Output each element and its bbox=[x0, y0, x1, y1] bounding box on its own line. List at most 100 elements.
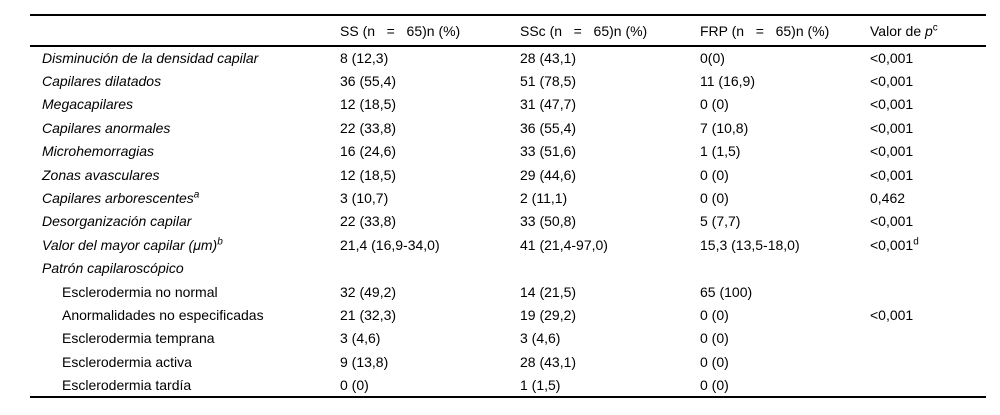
ssc-value-cell: 14 (21,5) bbox=[520, 283, 577, 300]
pvalue-cell: <0,001 bbox=[870, 93, 986, 116]
ssc-value-cell: 36 (55,4) bbox=[520, 119, 577, 136]
header-pvalue-column: Valor de pc bbox=[870, 15, 986, 46]
ssc-value-cell: 33 (50,8) bbox=[520, 213, 577, 230]
pvalue-header-prefix: Valor de bbox=[870, 22, 925, 39]
header-frp-column: FRP (n = 65)n (%) bbox=[700, 22, 830, 39]
frp-value-cell: 0(0) bbox=[700, 50, 725, 67]
pvalue-cell: <0,001 bbox=[870, 210, 986, 233]
frp-value-cell: 0 (0) bbox=[700, 306, 729, 323]
row-label-cell: Esclerodermia tardía bbox=[30, 373, 340, 396]
ssc-value-cell bbox=[520, 257, 700, 280]
pvalue-text: 0,462 bbox=[870, 190, 906, 207]
frp-value-cell: 5 (7,7) bbox=[700, 213, 741, 230]
ss-value-cell: 12 (18,5) bbox=[340, 166, 397, 183]
pvalue-cell: <0,001 bbox=[870, 116, 986, 139]
pvalue-text: <0,001 bbox=[870, 166, 914, 183]
ss-value-cell: 12 (18,5) bbox=[340, 96, 397, 113]
pvalue-text: <0,001 bbox=[870, 306, 914, 323]
pvalue-cell: <0,001 bbox=[870, 46, 986, 69]
ss-value-cell: 22 (33,8) bbox=[340, 119, 397, 136]
row-label: Microhemorragias bbox=[42, 143, 155, 160]
pvalue-cell bbox=[870, 350, 986, 373]
ssc-value-cell: 3 (4,6) bbox=[520, 330, 561, 347]
table-row: Esclerodermia temprana 3 (4,6) 3 (4,6) 0… bbox=[30, 327, 986, 350]
pvalue-cell: <0,001 bbox=[870, 140, 986, 163]
frp-value-cell: 1 (1,5) bbox=[700, 143, 741, 160]
table-row: Desorganización capilar 22 (33,8) 33 (50… bbox=[30, 210, 986, 233]
row-label-cell: Anormalidades no especificadas bbox=[30, 303, 340, 326]
row-label-cell: Esclerodermia temprana bbox=[30, 327, 340, 350]
row-label: Anormalidades no especificadas bbox=[62, 306, 264, 323]
frp-value-cell: 15,3 (13,5-18,0) bbox=[700, 236, 800, 253]
row-label-cell: Desorganización capilar bbox=[30, 210, 340, 233]
ssc-value-cell: 1 (1,5) bbox=[520, 376, 561, 393]
row-label: Desorganización capilar bbox=[42, 213, 192, 230]
ss-value-cell: 21,4 (16,9-34,0) bbox=[340, 236, 440, 253]
pvalue-text: <0,001 bbox=[870, 236, 914, 253]
ssc-value-cell: 31 (47,7) bbox=[520, 96, 577, 113]
row-label: Esclerodermia activa bbox=[62, 353, 192, 370]
frp-value-cell: 0 (0) bbox=[700, 353, 729, 370]
ssc-value-cell: 28 (43,1) bbox=[520, 50, 577, 67]
row-label-cell: Valor del mayor capilar (μm)b bbox=[30, 233, 340, 256]
ssc-value-cell: 33 (51,6) bbox=[520, 143, 577, 160]
ssc-value-cell: 29 (44,6) bbox=[520, 166, 577, 183]
row-label-superscript: b bbox=[217, 236, 223, 248]
table-row: Esclerodermia tardía 0 (0) 1 (1,5) 0 (0) bbox=[30, 373, 986, 396]
table-row: Esclerodermia activa 9 (13,8) 28 (43,1) … bbox=[30, 350, 986, 373]
pvalue-text: <0,001 bbox=[870, 119, 914, 136]
row-label-cell: Capilares anormales bbox=[30, 116, 340, 139]
capillaroscopy-table-container: SS (n = 65)n (%) SSc (n = 65)n (%) FRP (… bbox=[30, 14, 986, 398]
row-label: Capilares dilatados bbox=[42, 73, 162, 90]
frp-value-cell: 0 (0) bbox=[700, 96, 729, 113]
table-body: Disminución de la densidad capilar 8 (12… bbox=[30, 46, 986, 397]
ss-value-cell: 36 (55,4) bbox=[340, 73, 397, 90]
row-label-cell: Disminución de la densidad capilar bbox=[30, 46, 340, 69]
row-label: Esclerodermia tardía bbox=[62, 376, 192, 393]
row-label: Patrón capilaroscópico bbox=[42, 260, 184, 277]
table-row: Capilares anormales 22 (33,8) 36 (55,4) … bbox=[30, 116, 986, 139]
table-row: Valor del mayor capilar (μm)b 21,4 (16,9… bbox=[30, 233, 986, 256]
row-label: Esclerodermia temprana bbox=[62, 330, 215, 347]
row-label-cell: Capilares arborescentesa bbox=[30, 186, 340, 209]
ssc-value-cell: 41 (21,4-97,0) bbox=[520, 236, 608, 253]
pvalue-text: <0,001 bbox=[870, 143, 914, 160]
header-ss-column: SS (n = 65)n (%) bbox=[340, 22, 461, 39]
row-label-cell: Patrón capilaroscópico bbox=[30, 257, 340, 280]
row-label-superscript: a bbox=[193, 189, 200, 201]
row-label-cell: Megacapilares bbox=[30, 93, 340, 116]
table-row: Capilares dilatados 36 (55,4) 51 (78,5) … bbox=[30, 69, 986, 92]
row-label-cell: Zonas avasculares bbox=[30, 163, 340, 186]
ssc-value-cell: 51 (78,5) bbox=[520, 73, 577, 90]
pvalue-text: <0,001 bbox=[870, 50, 914, 67]
table-row: Patrón capilaroscópico bbox=[30, 257, 986, 280]
ss-value-cell bbox=[340, 257, 520, 280]
header-row: SS (n = 65)n (%) SSc (n = 65)n (%) FRP (… bbox=[30, 15, 986, 46]
pvalue-cell bbox=[870, 327, 986, 350]
ss-value-cell: 3 (4,6) bbox=[340, 330, 381, 347]
ss-value-cell: 0 (0) bbox=[340, 376, 369, 393]
ss-value-cell: 3 (10,7) bbox=[340, 190, 389, 207]
frp-value-cell: 7 (10,8) bbox=[700, 119, 749, 136]
ss-value-cell: 32 (49,2) bbox=[340, 283, 397, 300]
row-label: Megacapilares bbox=[42, 96, 134, 113]
row-label: Capilares arborescentes bbox=[42, 190, 194, 207]
row-label: Disminución de la densidad capilar bbox=[42, 50, 259, 67]
table-row: Zonas avasculares 12 (18,5) 29 (44,6) 0 … bbox=[30, 163, 986, 186]
pvalue-cell: <0,001 bbox=[870, 163, 986, 186]
ssc-value-cell: 28 (43,1) bbox=[520, 353, 577, 370]
ss-value-cell: 21 (32,3) bbox=[340, 306, 397, 323]
frp-value-cell bbox=[700, 257, 870, 280]
frp-value-cell: 65 (100) bbox=[700, 283, 753, 300]
pvalue-header-superscript: c bbox=[932, 21, 938, 33]
table-header: SS (n = 65)n (%) SSc (n = 65)n (%) FRP (… bbox=[30, 15, 986, 46]
pvalue-cell: 0,462 bbox=[870, 186, 986, 209]
pvalue-text: <0,001 bbox=[870, 213, 914, 230]
table-row: Anormalidades no especificadas 21 (32,3)… bbox=[30, 303, 986, 326]
frp-value-cell: 0 (0) bbox=[700, 330, 729, 347]
pvalue-cell: <0,001d bbox=[870, 233, 986, 256]
frp-value-cell: 0 (0) bbox=[700, 190, 729, 207]
row-label-cell: Microhemorragias bbox=[30, 140, 340, 163]
pvalue-cell: <0,001 bbox=[870, 303, 986, 326]
pvalue-cell bbox=[870, 257, 986, 280]
